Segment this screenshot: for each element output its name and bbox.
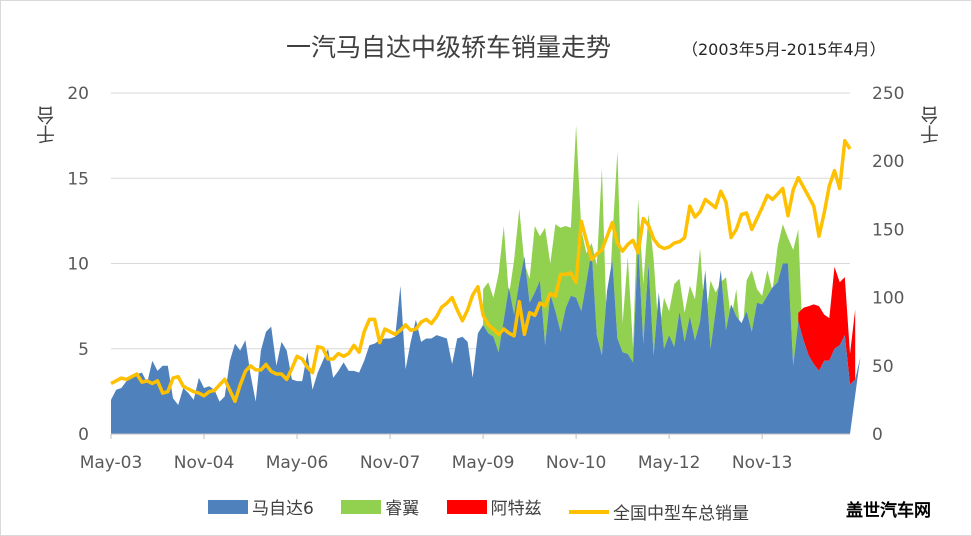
- chart-title: 一汽马自达中级轿车销量走势: [286, 33, 612, 62]
- chart-subtitle: （2003年5月-2015年4月）: [682, 40, 886, 59]
- legend-label-mazda6: 马自达6: [252, 499, 314, 519]
- legend-swatch-atenza: [446, 499, 487, 514]
- legend-swatch-ruiyi: [341, 499, 382, 514]
- x-tick-label: Nov-10: [546, 453, 607, 473]
- x-tick-label: Nov-04: [174, 453, 235, 473]
- y-tick-right: 100: [872, 289, 904, 309]
- y-tick-right: 250: [872, 84, 904, 104]
- x-tick-label: Nov-07: [360, 453, 421, 473]
- legend-item-national: 全国中型车总销量: [569, 499, 749, 524]
- legend-label-atenza: 阿特兹: [490, 499, 542, 519]
- y-tick-left: 20: [67, 84, 89, 104]
- area-atenza: [798, 266, 856, 385]
- y-tick-left: 10: [67, 255, 89, 275]
- y-tick-left: 5: [78, 340, 89, 360]
- y-tick-right: 200: [872, 152, 904, 172]
- legend-item-mazda6: 马自达6: [208, 494, 314, 519]
- watermark-logo: 盖世汽车网: [846, 501, 931, 521]
- x-tick-label: May-06: [266, 453, 329, 473]
- y-tick-left: 15: [67, 169, 89, 189]
- x-tick-label: Nov-13: [732, 453, 793, 473]
- legend-label-national: 全国中型车总销量: [613, 504, 750, 524]
- y-tick-left: 0: [78, 425, 89, 445]
- x-tick-label: May-09: [452, 453, 515, 473]
- x-tick-label: May-03: [80, 453, 143, 473]
- area-mazda6: [111, 243, 861, 434]
- legend-swatch-mazda6: [208, 499, 248, 514]
- legend-swatch-national: [569, 509, 610, 514]
- chart-legend: 马自达6 睿翼 阿特兹 全国中型车总销量: [208, 494, 771, 524]
- x-tick-label: May-12: [638, 453, 701, 473]
- legend-item-atenza: 阿特兹: [446, 494, 542, 519]
- y-tick-right: 50: [872, 357, 894, 377]
- y-tick-right: 150: [872, 220, 904, 240]
- area-ruiyi: [483, 125, 804, 366]
- legend-label-ruiyi: 睿翼: [385, 499, 420, 519]
- line-national-total: [110, 138, 852, 404]
- legend-item-ruiyi: 睿翼: [341, 494, 419, 519]
- y-tick-right: 0: [872, 425, 883, 445]
